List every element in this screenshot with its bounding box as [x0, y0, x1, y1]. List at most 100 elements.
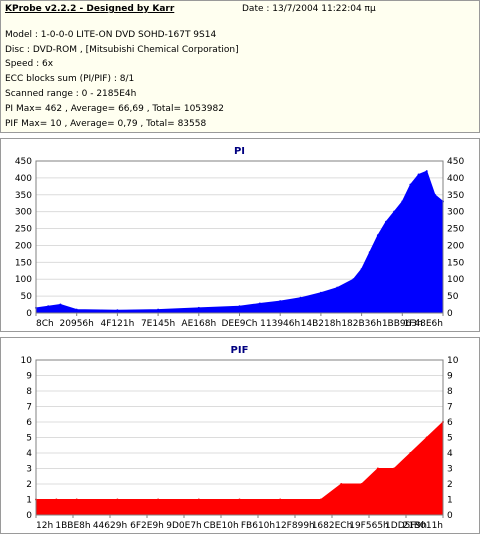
pi-y-tick-left: 400: [15, 174, 32, 184]
scan-speed: Speed : 6x: [5, 59, 54, 69]
pi-y-tick-right: 350: [447, 191, 464, 201]
pif-y-tick-right: 10: [447, 356, 459, 366]
pif-y-tick-left: 9: [26, 372, 32, 382]
drive-model: Model : 1-0-0-0 LITE-ON DVD SOHD-167T 9S…: [5, 30, 217, 40]
pi-chart: PI 0 50 100 150 200 250 300 350 400 450 0 50 100 150 20…: [15, 146, 465, 329]
pi-statistics: PI Max= 462 , Average= 66,69 , Total= 10…: [5, 104, 224, 114]
pi-data-point: [75, 308, 78, 311]
pi-chart-panel: PI 0 50 100 150 200 250 300 350 400 450 0 50 100 150 20…: [0, 138, 480, 332]
pi-data-point: [425, 170, 428, 173]
pi-y-tick-right: 100: [447, 275, 464, 285]
pi-data-point: [376, 234, 379, 237]
pi-y-tick-right: 150: [447, 258, 464, 268]
pif-data-point: [116, 498, 119, 501]
pif-data-point: [279, 498, 282, 501]
pif-data-point: [319, 498, 322, 501]
pi-data-point: [401, 200, 404, 203]
pif-y-tick-left: 4: [26, 449, 32, 459]
scan-date: Date : 13/7/2004 11:22:04 πμ: [242, 4, 376, 14]
pif-data-point: [238, 498, 241, 501]
pi-data-point: [360, 268, 363, 271]
pi-x-tick-label: 182B36h: [341, 319, 382, 329]
pif-y-tick-right: 6: [447, 418, 453, 428]
pi-data-point: [319, 291, 322, 294]
pi-data-point: [238, 305, 241, 308]
pi-y-tick-left: 0: [26, 309, 32, 319]
pif-y-tick-left: 1: [26, 496, 32, 506]
pi-y-tick-right: 400: [447, 174, 464, 184]
pi-data-point: [417, 173, 420, 176]
pi-x-tick-label: 8Ch: [36, 319, 54, 329]
pif-plot-frame: [35, 359, 444, 516]
pif-y-tick-right: 4: [447, 449, 453, 459]
pif-data-point: [409, 452, 412, 454]
pi-y-tick-left: 200: [15, 241, 32, 251]
pi-y-tick-right: 300: [447, 208, 464, 218]
pif-y-tick-right: 2: [447, 480, 453, 490]
ecc-blocks: ECC blocks sum (PI/PIF) : 8/1: [5, 74, 135, 84]
pif-x-tick-label: FB610h: [241, 521, 275, 531]
pif-x-tick-label: 12F899h: [275, 521, 315, 531]
pif-x-tick-label: 1BBE8h: [55, 521, 90, 531]
pi-y-tick-left: 150: [15, 258, 32, 268]
pi-y-tick-left: 350: [15, 191, 32, 201]
pi-x-tick-label: 113946h: [260, 319, 300, 329]
pi-x-tick-label: 14B218h: [301, 319, 342, 329]
pi-data-point: [258, 302, 261, 305]
pi-data-point: [197, 306, 200, 309]
pi-x-tick-label: 4F121h: [101, 319, 135, 329]
pif-y-tick-left: 10: [21, 356, 33, 366]
pi-data-point: [409, 183, 412, 186]
pif-y-tick-left: 2: [26, 480, 32, 490]
pif-y-tick-left: 5: [26, 434, 32, 444]
pif-y-tick-right: 5: [447, 434, 453, 444]
pi-y-tick-right: 200: [447, 241, 464, 251]
disc-info-panel: KProbe v2.2.2 - Designed by Karr Date : …: [0, 0, 480, 133]
pi-data-point: [279, 300, 282, 303]
pif-y-tick-left: 8: [26, 387, 32, 397]
pif-x-tick-label: 1DD5F9h: [385, 521, 427, 531]
pi-data-point: [47, 305, 50, 308]
pif-x-tick-label: 21B011h: [402, 521, 443, 531]
pif-x-tick-label: 9D0E7h: [166, 521, 202, 531]
pi-chart-title: PI: [234, 146, 245, 157]
pif-y-tick-right: 0: [447, 511, 453, 521]
disc-type: Disc : DVD-ROM , [Mitsubishi Chemical Co…: [5, 45, 239, 55]
pi-series-area: [35, 170, 444, 314]
pif-chart-panel: PIF 0 1 2 3 4 5 6 7 8 9 10 0 1 2 3 4 5 6 7 8 9 10 12h 1BBE8h 4462…: [0, 337, 480, 534]
pif-data-point: [75, 498, 78, 501]
pif-data-point: [340, 483, 343, 485]
pi-x-tick-label: AE168h: [181, 319, 216, 329]
pif-y-tick-left: 6: [26, 418, 32, 428]
pif-statistics: PIF Max= 10 , Average= 0,79 , Total= 835…: [5, 119, 207, 129]
pif-data-point: [197, 498, 200, 501]
pi-data-point: [299, 296, 302, 299]
pif-y-tick-right: 9: [447, 372, 453, 382]
pif-x-tick-label: 12h: [36, 521, 53, 531]
pif-x-tick-label: 19F565h: [349, 521, 389, 531]
pif-x-tick-label: 6F2E9h: [130, 521, 164, 531]
pif-data-point: [55, 498, 58, 501]
pi-data-point: [352, 278, 355, 281]
pi-data-point: [157, 308, 160, 311]
pi-data-point: [433, 193, 436, 196]
pi-data-point: [59, 303, 62, 306]
pi-y-tick-left: 250: [15, 225, 32, 235]
pi-data-point: [368, 251, 371, 254]
pi-data-point: [336, 286, 339, 289]
pif-y-tick-right: 7: [447, 403, 453, 413]
pif-y-tick-right: 8: [447, 387, 453, 397]
pi-x-tick-label: 7E145h: [141, 319, 175, 329]
pi-x-tick-label: 1F48E6h: [404, 319, 443, 329]
pi-y-tick-right: 50: [447, 292, 459, 302]
pif-x-tick-label: 1682ECh: [312, 521, 353, 531]
pif-chart: PIF 0 1 2 3 4 5 6 7 8 9 10 0 1 2 3 4 5 6 7 8 9 10 12h 1BBE8h 4462…: [21, 345, 459, 531]
app-title: KProbe v2.2.2 - Designed by Karr: [5, 4, 175, 14]
pi-y-tick-right: 250: [447, 225, 464, 235]
pif-y-tick-left: 3: [26, 465, 32, 475]
pif-y-tick-left: 7: [26, 403, 32, 413]
pif-y-tick-left: 0: [26, 511, 32, 521]
pif-chart-title: PIF: [231, 345, 249, 356]
pi-y-tick-left: 100: [15, 275, 32, 285]
pif-data-point: [425, 436, 428, 439]
